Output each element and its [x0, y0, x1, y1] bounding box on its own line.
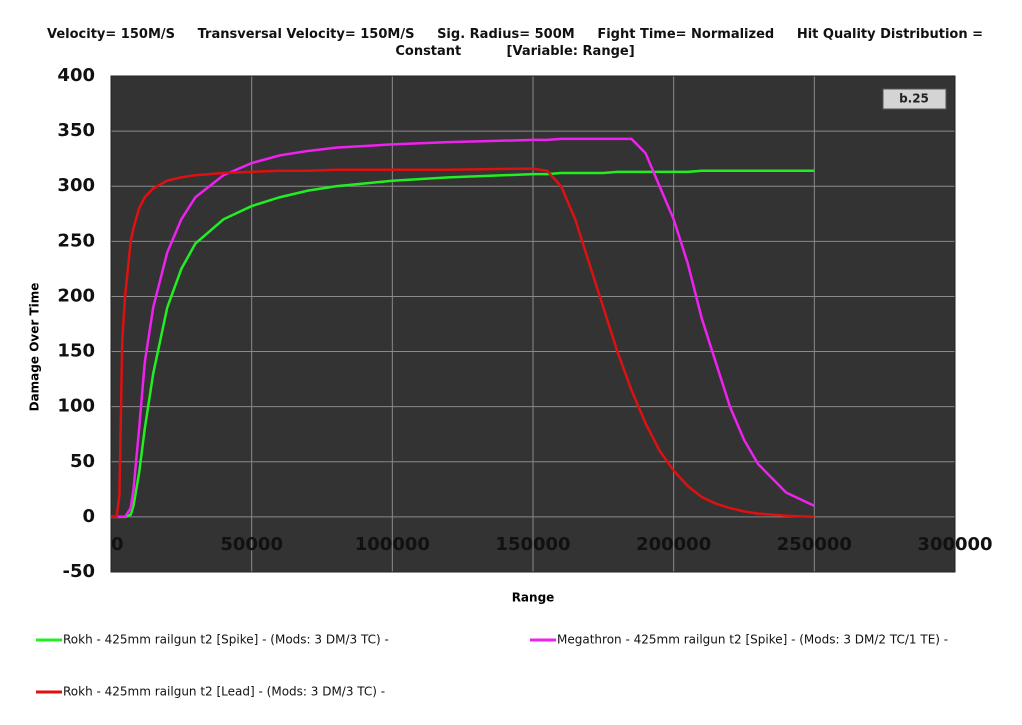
y-tick-label: 100: [57, 396, 95, 417]
x-tick-label: 250000: [777, 534, 852, 555]
legend-label: Megathron - 425mm railgun t2 [Spike] - (…: [557, 633, 948, 647]
y-tick-label: 50: [70, 451, 95, 472]
x-tick-label: 50000: [220, 534, 283, 555]
y-tick-label: 150: [57, 341, 95, 362]
badge-box: [882, 88, 947, 110]
plot-border: [110, 75, 956, 573]
y-tick-label: 250: [57, 230, 95, 251]
x-tick-label: 200000: [636, 534, 711, 555]
series-line: [111, 137, 815, 519]
y-tick-label: 300: [57, 175, 95, 196]
x-tick-label: 0: [111, 534, 124, 555]
x-axis-label: Range: [512, 591, 555, 605]
badge: b.25: [899, 92, 929, 106]
y-tick-label: 0: [82, 506, 95, 527]
chart-title: Velocity= 150M/S Transversal Velocity= 1…: [46, 27, 988, 59]
series-line: [111, 167, 815, 519]
y-tick-label: 350: [57, 120, 95, 141]
y-tick-label: 200: [57, 285, 95, 306]
x-tick-label: 100000: [355, 534, 430, 555]
x-tick-label: 150000: [495, 534, 570, 555]
legend-label: Rokh - 425mm railgun t2 [Lead] - (Mods: …: [63, 685, 385, 699]
legend-label: Rokh - 425mm railgun t2 [Spike] - (Mods:…: [63, 633, 389, 647]
y-axis-label: Damage Over Time: [28, 283, 42, 412]
y-tick-label: 400: [57, 65, 95, 86]
series-line: [111, 169, 815, 519]
y-tick-label: -50: [62, 561, 95, 582]
